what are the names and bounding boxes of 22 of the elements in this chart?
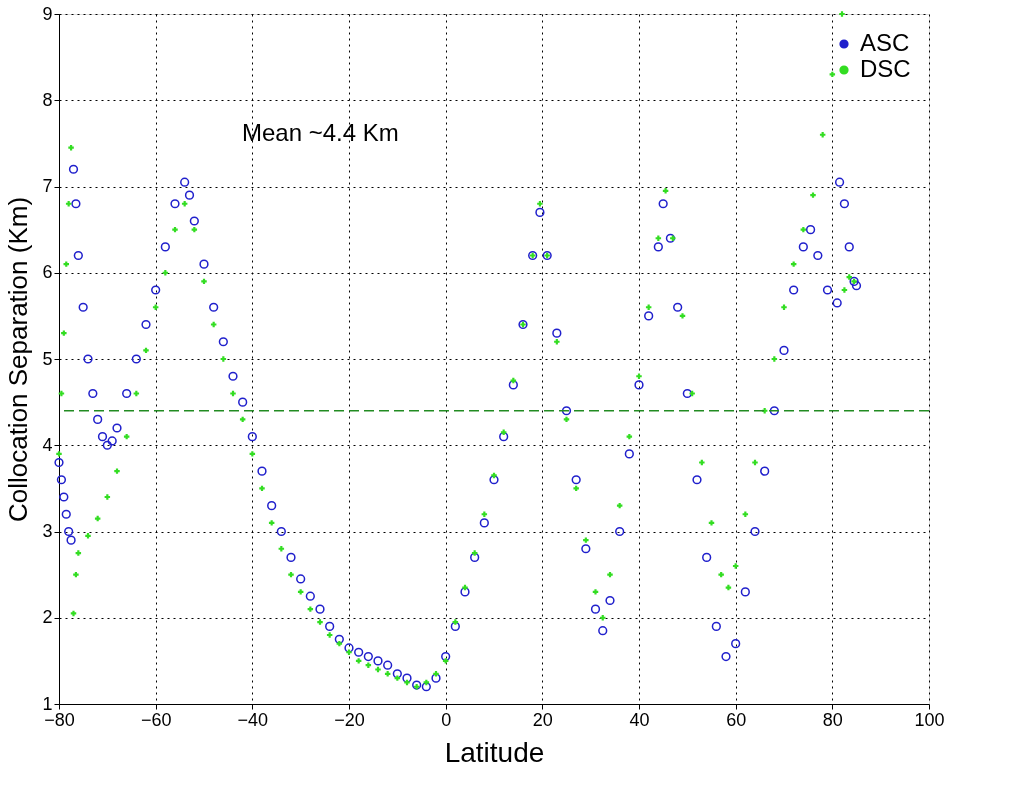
x-tick-label: −20 — [334, 709, 365, 730]
y-tick-label: 5 — [42, 348, 53, 369]
y-tick-label: 9 — [42, 3, 53, 24]
x-tick-label: 20 — [532, 709, 553, 730]
x-tick-label: 80 — [822, 709, 843, 730]
y-tick-label: 8 — [42, 89, 53, 110]
y-tick-label: 6 — [42, 262, 53, 283]
y-tick-label: 7 — [42, 176, 53, 196]
x-axis-title: Latitude — [444, 736, 545, 768]
x-tick-label: −60 — [140, 709, 172, 730]
x-tick-label: 0 — [441, 709, 452, 730]
y-tick-label: 2 — [42, 607, 53, 628]
annotation: Mean ~4.4 Km — [242, 119, 399, 146]
y-axis-title: Collocation Separation (Km) — [3, 196, 34, 523]
legend-label: ASC — [860, 29, 910, 56]
x-tick-label: −40 — [237, 709, 269, 730]
legend-label: DSC — [860, 55, 911, 82]
x-tick-label: 40 — [629, 709, 650, 730]
x-tick-label: 60 — [726, 709, 747, 730]
y-tick-label: 4 — [42, 434, 53, 455]
x-tick-label: 100 — [914, 709, 945, 730]
y-tick-label: 3 — [42, 521, 53, 541]
